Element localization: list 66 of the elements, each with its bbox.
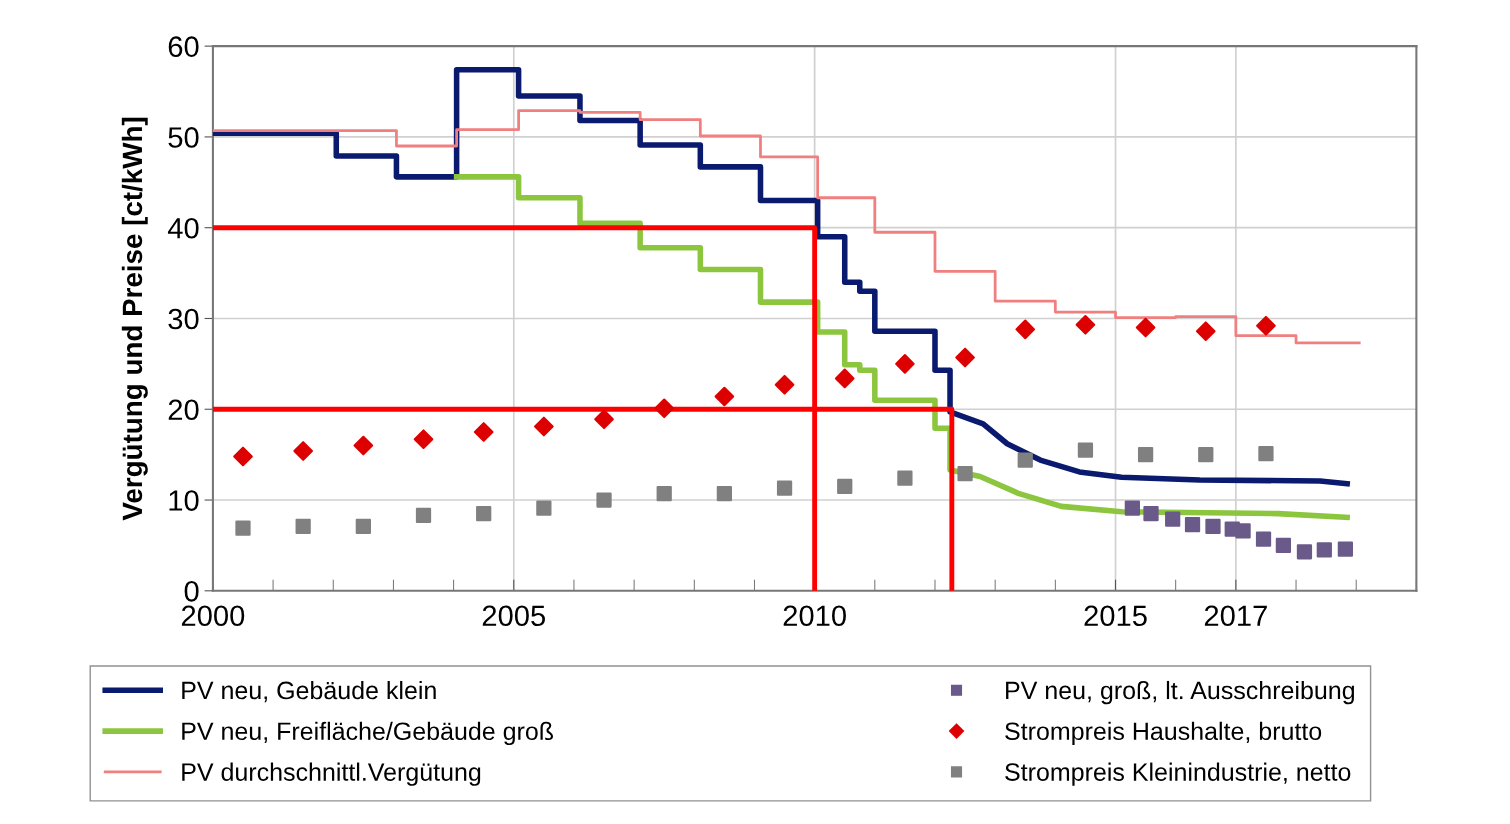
point [536, 500, 552, 516]
point [1135, 317, 1156, 338]
point [1184, 516, 1201, 533]
legend-label: Strompreis Haushalte, brutto [1005, 721, 1322, 746]
y-tick-label: 30 [168, 308, 199, 330]
point [834, 368, 855, 389]
point [355, 518, 371, 534]
point [1205, 518, 1221, 534]
x-tick-label: 2017 [1204, 605, 1267, 627]
legend-label: PV neu, Gebäude klein [182, 680, 436, 703]
point [596, 492, 612, 508]
point [1198, 447, 1214, 463]
y-tick-label: 20 [168, 399, 199, 421]
point [295, 518, 311, 534]
point [594, 409, 614, 430]
legend-label: PV neu, groß, lt. Ausschreibung [1006, 680, 1354, 705]
legend-label: Strompreis Kleinindustrie, netto [1005, 762, 1351, 786]
point [1255, 531, 1272, 547]
y-tick-label: 60 [168, 36, 199, 57]
point [1017, 452, 1033, 468]
point [1296, 544, 1313, 560]
point [1124, 500, 1140, 516]
point [654, 398, 675, 419]
point [1258, 446, 1274, 462]
point [476, 506, 492, 522]
point [235, 520, 251, 536]
y-tick-label: 50 [168, 127, 199, 148]
legend-label: PV neu, Freifläche/Gebäude groß [182, 721, 554, 746]
point [1195, 321, 1216, 342]
point [714, 386, 735, 407]
point [1275, 537, 1292, 554]
point [776, 480, 793, 496]
point [716, 486, 733, 502]
x-tick-label: 2010 [783, 605, 846, 627]
point [895, 354, 915, 374]
point [1235, 523, 1251, 539]
y-tick-label: 0 [184, 581, 199, 602]
point [897, 470, 913, 486]
point [1165, 511, 1181, 527]
point [293, 441, 313, 461]
point [957, 466, 973, 482]
point [1337, 541, 1353, 557]
point [1256, 315, 1276, 336]
point [837, 478, 853, 495]
point [415, 507, 432, 524]
x-tick-label: 2015 [1084, 605, 1147, 627]
point [1077, 442, 1094, 458]
y-axis-title: Vergütung und Preise [ct/kWh] [121, 117, 148, 521]
point [473, 422, 494, 442]
point [1143, 506, 1159, 522]
y-tick-label: 10 [169, 490, 199, 511]
x-tick-label: 2005 [482, 605, 545, 627]
point [353, 435, 374, 456]
point [1075, 315, 1096, 335]
point [774, 374, 795, 395]
point [955, 347, 975, 368]
point [1137, 447, 1154, 463]
point [413, 429, 434, 450]
point [1015, 319, 1036, 340]
point [656, 486, 672, 502]
point [534, 416, 554, 437]
x-tick-label: 2000 [181, 605, 245, 627]
point [1316, 542, 1332, 558]
point [233, 446, 253, 467]
y-tick-label: 40 [167, 217, 199, 239]
legend-label: PV durchschnittl.Vergütung [182, 762, 481, 786]
